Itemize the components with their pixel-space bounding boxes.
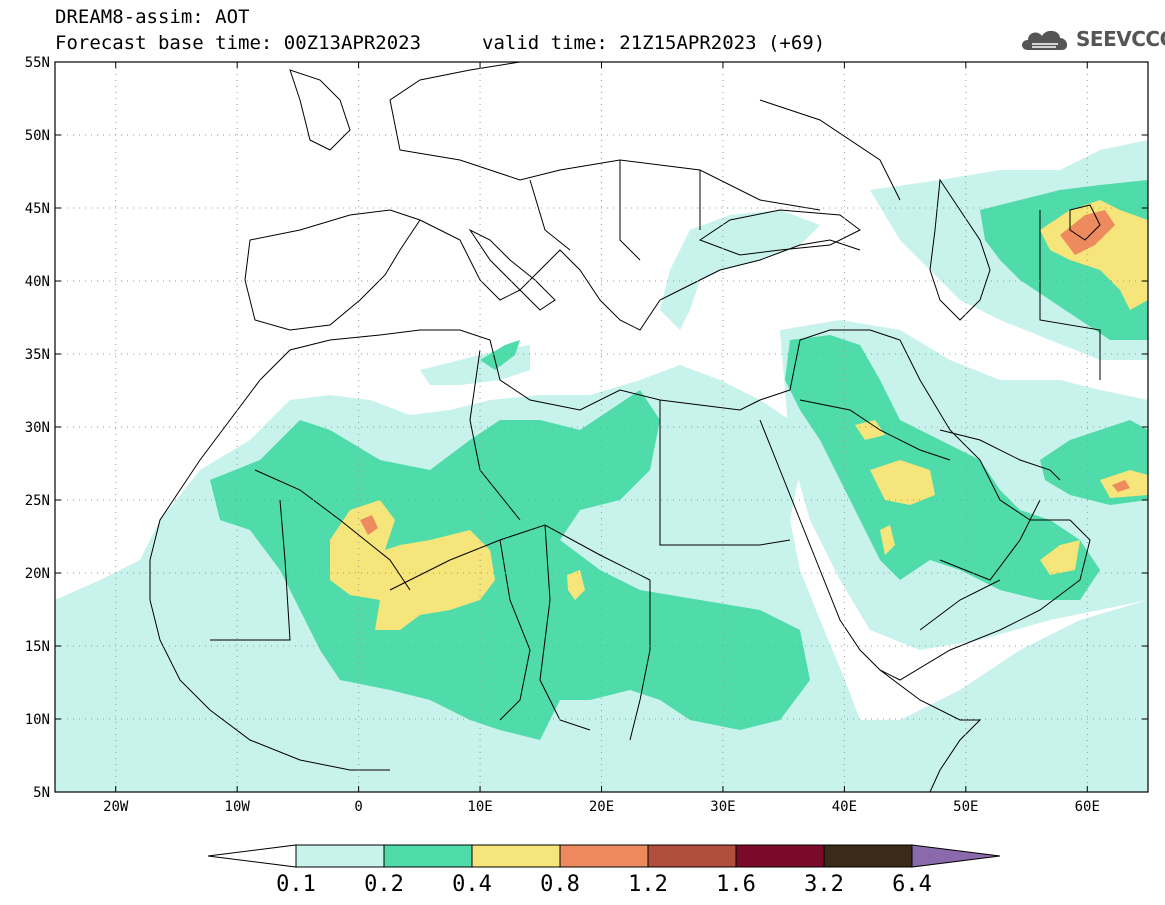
lon-tick-label: 50E [953, 799, 978, 815]
coastline-iberia [244, 219, 421, 331]
aot-region-turkey-light [660, 210, 820, 330]
lat-tick-label: 35N [25, 347, 50, 363]
lon-tick-label: 10W [225, 799, 251, 815]
coastline-black-sea [698, 209, 861, 256]
lat-tick-label: 5N [33, 785, 50, 801]
colorbar-segment [383, 844, 473, 868]
lat-tick-label: 40N [25, 274, 50, 290]
lon-tick-label: 60E [1075, 799, 1100, 815]
aot-region-tunisia-mid [480, 340, 520, 370]
coastline-east-africa [879, 669, 982, 792]
cloud-logo-icon [1022, 30, 1068, 50]
longitude-axis: 20W 10W 0 10E 20E 30E 40E 50E 60E [103, 62, 1100, 815]
lon-tick-label: 20W [103, 799, 129, 815]
colorbar-label: 0.1 [276, 872, 316, 897]
colorbar: 0.1 0.2 0.4 0.8 1.2 1.6 3.2 6.4 [207, 844, 1001, 897]
map-gridlines [55, 62, 1148, 792]
colorbar-right-arrow [911, 844, 1001, 868]
aot-region-saudi-high-2 [855, 420, 885, 440]
lat-tick-label: 25N [25, 493, 50, 509]
map-title: DREAM8-assim: AOT [55, 6, 250, 28]
colorbar-left-arrow [207, 844, 297, 868]
coastline-gulf [939, 429, 1061, 481]
aot-shading [55, 140, 1148, 792]
aot-region-aral-high [1040, 200, 1148, 310]
coastline-red-sea [759, 419, 881, 671]
colorbar-label: 6.4 [892, 872, 932, 897]
forecast-base-time: Forecast base time: 00Z13APR2023 [55, 32, 422, 54]
colorbar-label: 0.8 [540, 872, 580, 897]
colorbar-segment [823, 844, 913, 868]
lat-tick-label: 50N [25, 128, 50, 144]
coastline-britain [289, 69, 351, 151]
aot-region-saudi-high-3 [880, 525, 895, 555]
country-borders [210, 62, 1101, 741]
aot-region-sahel-mid [210, 390, 810, 740]
lon-tick-label: 0 [354, 799, 362, 815]
colorbar-label: 0.2 [364, 872, 404, 897]
aot-region-iran-peak [1112, 480, 1130, 492]
aot-region-oman-high [1040, 540, 1080, 575]
aot-region-mali-peak [360, 515, 378, 535]
aot-region-chad-high [567, 570, 585, 600]
lat-tick-label: 15N [25, 639, 50, 655]
colorbar-segment [735, 844, 825, 868]
coastline-italy [468, 228, 556, 311]
colorbar-segment [559, 844, 649, 868]
lon-tick-label: 40E [832, 799, 857, 815]
colorbar-label: 0.4 [452, 872, 492, 897]
coastline-caspian [929, 178, 991, 321]
aot-region-aral-peak [1060, 210, 1115, 255]
aot-region-arabia-mid [785, 335, 1100, 600]
latitude-axis: 55N 50N 45N 40N 35N 30N 25N 20N 15N 10N 5N [25, 55, 1148, 801]
colorbar-label: 3.2 [804, 872, 844, 897]
coastline-north-africa [259, 329, 801, 411]
lat-tick-label: 45N [25, 201, 50, 217]
lon-tick-label: 20E [589, 799, 614, 815]
lat-tick-label: 30N [25, 420, 50, 436]
logo-text: SEEVCCC [1076, 27, 1165, 51]
aot-region-saudi-high [870, 460, 935, 505]
coastline-aral [1069, 204, 1101, 241]
coastline-west-africa [149, 379, 390, 771]
seevccc-logo: SEEVCCC [1018, 24, 1165, 54]
colorbar-segment [295, 844, 385, 868]
colorbar-label: 1.6 [716, 872, 756, 897]
colorbar-label: 1.2 [628, 872, 668, 897]
valid-time: valid time: 21Z15APR2023 (+69) [482, 32, 826, 54]
lat-tick-label: 20N [25, 566, 50, 582]
lon-tick-label: 10E [467, 799, 492, 815]
lon-tick-label: 30E [710, 799, 735, 815]
colorbar-segment [647, 844, 737, 868]
lat-tick-label: 55N [25, 55, 50, 71]
colorbar-segment [471, 844, 561, 868]
lat-tick-label: 10N [25, 712, 50, 728]
